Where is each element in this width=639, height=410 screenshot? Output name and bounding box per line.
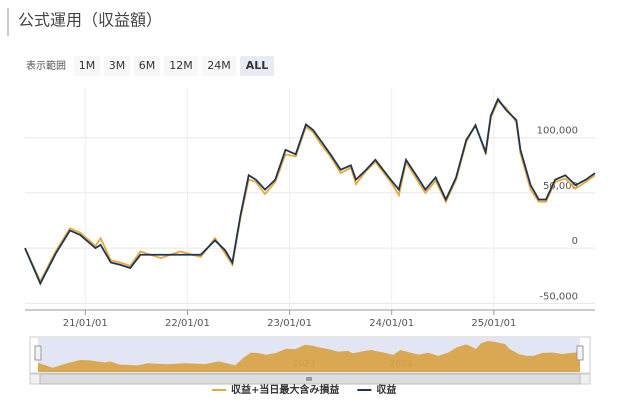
range-button-label[interactable]: 6M bbox=[139, 59, 156, 72]
y-tick-label: 50,000 bbox=[543, 181, 578, 192]
plot-area bbox=[25, 88, 595, 310]
range-buttons: 1M 3M 6M 12M 24M ALL bbox=[74, 56, 274, 76]
navigator-area bbox=[38, 340, 580, 372]
x-tick-label: 23/01/01 bbox=[267, 318, 312, 329]
x-tick-label: 25/01/01 bbox=[471, 318, 516, 329]
plot bbox=[24, 97, 596, 286]
range-button-label[interactable]: ALL bbox=[246, 59, 269, 72]
navigator-handle[interactable] bbox=[34, 345, 42, 361]
navigator-handle[interactable] bbox=[576, 345, 584, 361]
legend-label[interactable]: 収益+当日最大含み損益 bbox=[231, 383, 339, 396]
series-line bbox=[24, 97, 596, 286]
range-button-label[interactable]: 12M bbox=[169, 59, 193, 72]
range-button[interactable] bbox=[240, 56, 274, 76]
range-button-label[interactable]: 3M bbox=[109, 59, 126, 72]
range-button[interactable] bbox=[74, 56, 100, 76]
range-button[interactable] bbox=[202, 56, 236, 76]
title: 公式運用（収益額） bbox=[18, 11, 162, 30]
x-tick-label: 24/01/01 bbox=[369, 318, 414, 329]
range-label: 表示範囲 bbox=[26, 59, 66, 72]
range-button[interactable] bbox=[104, 56, 130, 76]
legend-label[interactable]: 収益 bbox=[376, 383, 396, 396]
y-tick-label: 100,000 bbox=[537, 126, 578, 137]
grid: -50,000 0 50,000 100,000 21/01/01 22/01/01 23/… bbox=[25, 88, 595, 329]
x-tick-label: 21/01/01 bbox=[63, 318, 108, 329]
x-tick-label: 22/01/01 bbox=[165, 318, 210, 329]
range-button[interactable] bbox=[134, 56, 160, 76]
range-button-label[interactable]: 24M bbox=[207, 59, 231, 72]
y-tick-label: -50,000 bbox=[539, 291, 578, 302]
range-button[interactable] bbox=[164, 56, 198, 76]
range-button-label[interactable]: 1M bbox=[79, 59, 96, 72]
y-tick-label: 0 bbox=[572, 236, 578, 247]
scrollbar-thumb[interactable] bbox=[39, 373, 581, 385]
legend: 収益+当日最大含み損益 収益 bbox=[212, 383, 396, 396]
navigator-content: 20232024 bbox=[34, 338, 584, 372]
